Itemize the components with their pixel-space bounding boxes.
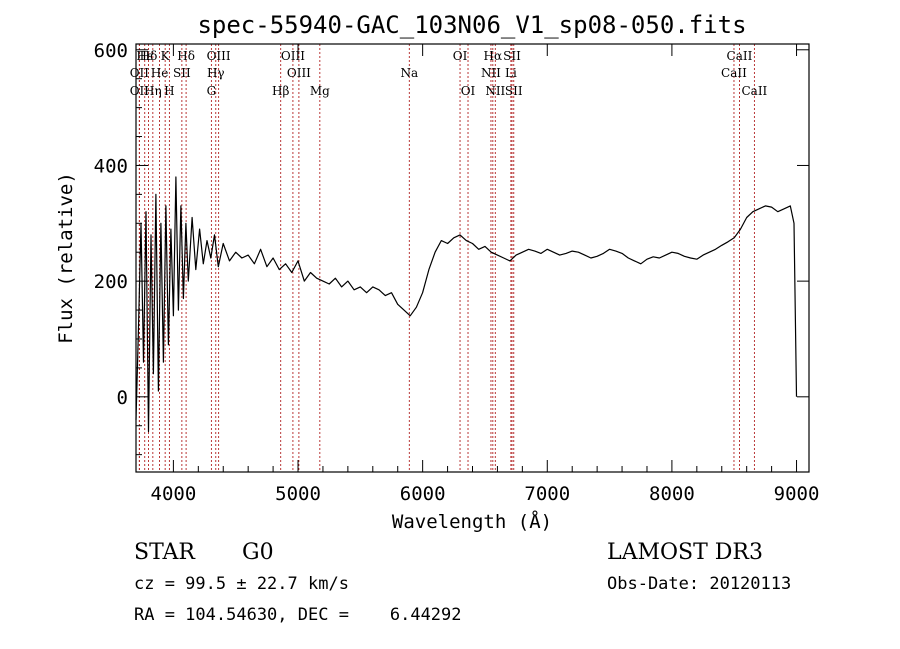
y-tick-label: 200 [94, 271, 128, 293]
line-marker-label: SII [173, 66, 191, 80]
x-tick-label: 5000 [275, 483, 321, 505]
object-class: STAR [134, 540, 196, 565]
axis-ticks: 4000 5000 6000 7000 8000 9000 0 200 400 600 [94, 40, 820, 505]
line-marker-label: CaII [721, 66, 747, 80]
x-tick-label: 8000 [649, 483, 695, 505]
plot-frame [135, 43, 810, 473]
redshift-velocity: cz = 99.5 ± 22.7 km/s [134, 574, 349, 594]
line-marker-label: NII [481, 66, 501, 80]
coordinates: RA = 104.54630, DEC = 6.44292 [134, 605, 462, 625]
survey-name: LAMOST DR3 [607, 540, 763, 565]
line-marker-label: H [164, 84, 174, 98]
line-marker-label: Hγ [207, 66, 225, 80]
x-tick-label: 4000 [151, 483, 197, 505]
y-axis-label: Flux (relative) [55, 172, 77, 344]
line-marker-label: He [151, 66, 169, 80]
line-marker-label: Hδ [177, 49, 195, 63]
line-marker-label: Hη [144, 84, 162, 98]
line-marker-label: SII [503, 49, 521, 63]
line-marker-label: Mg [310, 84, 330, 98]
line-marker-label: SII [505, 84, 523, 98]
line-marker-label: Hδ [140, 49, 158, 63]
line-marker-label: NII [485, 84, 505, 98]
object-subclass: G0 [242, 540, 274, 565]
line-marker-label: OIII [287, 66, 311, 80]
line-marker-label: OII [130, 66, 150, 80]
spectrum-series [135, 176, 798, 433]
line-marker-label: Li [505, 66, 517, 80]
x-axis-label: Wavelength (Å) [392, 510, 552, 533]
spectral-line-labels: Hδ OII OII Hε K He Hη H SII Hδ OIII Hγ G Hβ OIII OIII Mg… [130, 49, 768, 98]
x-tick-label: 9000 [774, 483, 820, 505]
line-marker-label: Na [400, 66, 418, 80]
spectral-line-markers [138, 44, 755, 472]
chart-title: spec-55940-GAC_103N06_V1_sp08-050.fits [197, 11, 746, 39]
line-marker-label: OI [453, 49, 468, 63]
x-tick-label: 6000 [400, 483, 446, 505]
observation-date: Obs-Date: 20120113 [607, 574, 791, 594]
y-tick-label: 0 [117, 387, 128, 409]
line-marker-label: G [207, 84, 217, 98]
line-marker-label: Hβ [272, 84, 289, 98]
spectrum-line [135, 176, 798, 433]
line-marker-label: Hε [136, 49, 153, 63]
line-marker-label: OII [130, 84, 150, 98]
line-marker-label: CaII [727, 49, 753, 63]
line-marker-label: Hα [484, 49, 503, 63]
y-tick-label: 400 [94, 155, 128, 177]
line-marker-label: CaII [741, 84, 767, 98]
line-marker-label: OI [461, 84, 476, 98]
y-tick-label: 600 [94, 40, 128, 62]
line-marker-label: K [161, 49, 171, 63]
line-marker-label: OIII [207, 49, 231, 63]
line-marker-label: OIII [281, 49, 305, 63]
x-tick-label: 7000 [524, 483, 570, 505]
